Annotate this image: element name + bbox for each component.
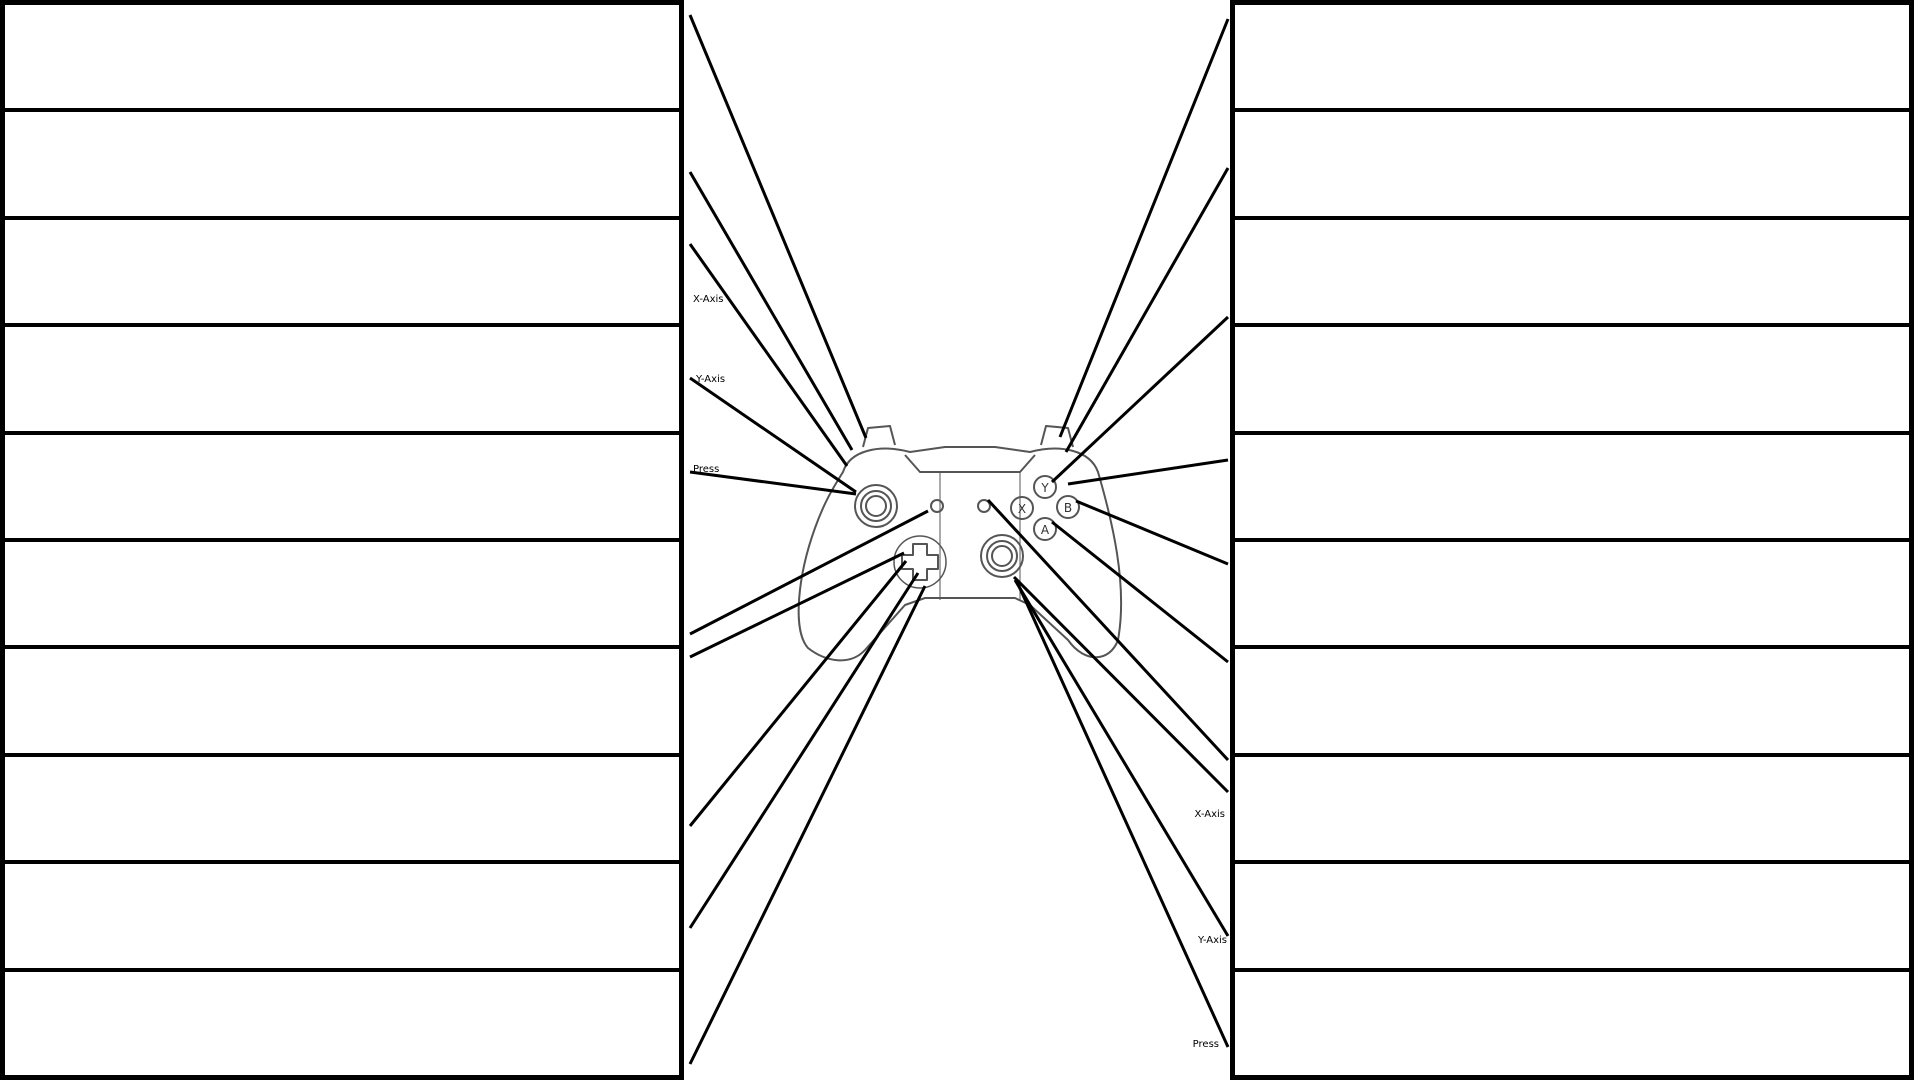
leader-line <box>689 551 905 659</box>
axis-annotations: X-Axis Y-Axis Press X-Axis Y-Axis Press <box>693 294 1227 1050</box>
leader-line <box>688 572 920 929</box>
leader-line <box>688 243 849 467</box>
left-slot-1[interactable] <box>5 5 679 113</box>
left-slot-9[interactable] <box>5 864 679 972</box>
a-button <box>1033 517 1057 541</box>
leader-line <box>1067 458 1229 486</box>
left-slot-6[interactable] <box>5 542 679 650</box>
leader-line <box>1051 520 1229 664</box>
right-slot-8[interactable] <box>1235 757 1909 865</box>
right-slot-1[interactable] <box>1235 5 1909 113</box>
y-button <box>1033 475 1057 499</box>
right-slot-5[interactable] <box>1235 435 1909 543</box>
right-stick-y-axis-label: Y-Axis <box>1197 935 1227 946</box>
right-slot-6[interactable] <box>1235 542 1909 650</box>
right-slot-9[interactable] <box>1235 864 1909 972</box>
right-stick-x-axis-label: X-Axis <box>1195 809 1226 820</box>
left-slot-7[interactable] <box>5 649 679 757</box>
y-button-label: Y <box>1040 481 1049 495</box>
leader-line <box>1064 167 1230 453</box>
leader-line <box>688 14 868 439</box>
left-slot-4[interactable] <box>5 327 679 435</box>
right-mapping-panel <box>1230 0 1914 1080</box>
leader-line <box>1016 583 1230 1048</box>
right-stick-press-label: Press <box>1193 1039 1219 1050</box>
left-slot-3[interactable] <box>5 220 679 328</box>
controller-outline <box>797 425 1123 662</box>
leader-line <box>689 509 929 636</box>
left-stick-y-axis-label: Y-Axis <box>695 374 725 385</box>
leader-line <box>689 376 857 494</box>
b-button-label: B <box>1064 501 1072 515</box>
left-mapping-panel <box>0 0 684 1080</box>
leader-line <box>1075 499 1229 566</box>
b-button <box>1056 495 1080 519</box>
leader-line <box>1013 579 1230 937</box>
face-button-labels: Y X B A <box>1018 481 1072 537</box>
right-slot-3[interactable] <box>1235 220 1909 328</box>
right-slot-2[interactable] <box>1235 112 1909 220</box>
leader-line <box>688 560 908 827</box>
leader-line <box>1050 315 1230 484</box>
right-slot-4[interactable] <box>1235 327 1909 435</box>
left-stick-x-axis-label: X-Axis <box>693 294 724 305</box>
right-slot-7[interactable] <box>1235 649 1909 757</box>
leader-line <box>689 470 857 496</box>
leader-lines-right <box>986 18 1230 1048</box>
leader-line <box>986 498 1230 762</box>
leader-line <box>1012 575 1230 794</box>
left-stick-press-label: Press <box>693 464 719 475</box>
x-button-label: X <box>1018 502 1026 516</box>
x-button <box>1010 496 1034 520</box>
left-slot-2[interactable] <box>5 112 679 220</box>
a-button-label: A <box>1041 523 1050 537</box>
leader-line <box>688 585 927 1065</box>
leader-line <box>688 171 854 451</box>
left-slot-8[interactable] <box>5 757 679 865</box>
leader-line <box>1058 18 1230 438</box>
leader-lines-left <box>688 14 929 1065</box>
left-slot-5[interactable] <box>5 435 679 543</box>
